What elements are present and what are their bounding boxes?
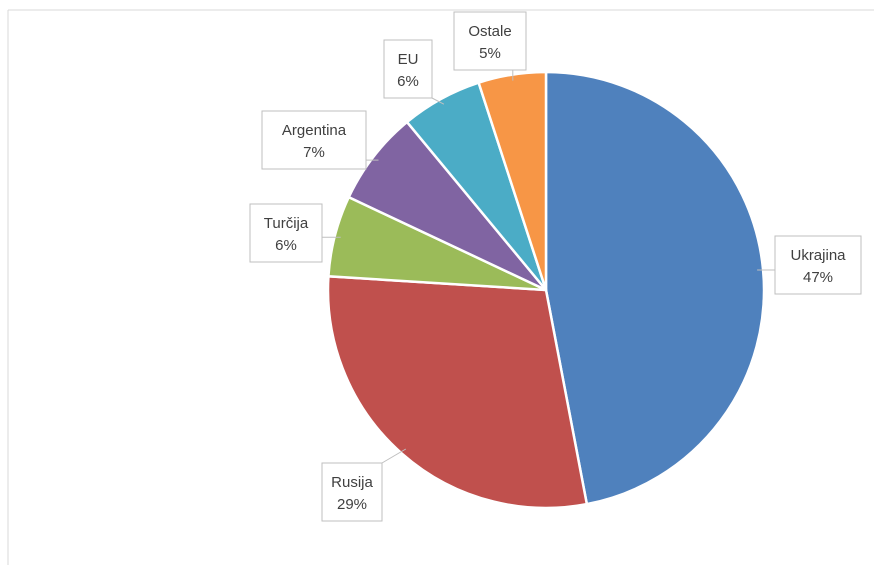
data-labels: Ukrajina 47% Rusija 29% Turčija 6% Argentina 7%… (249, 11, 862, 522)
slice-label: Argentina (282, 122, 347, 139)
callout-box (261, 110, 367, 170)
slice-value: 7% (303, 144, 325, 161)
callout-box (383, 39, 433, 99)
data-label-ostale: Ostale 5% (453, 11, 527, 81)
data-label-argentina: Argentina 7% (261, 110, 379, 170)
data-label-rusija: Rusija 29% (321, 448, 407, 522)
leader-line (381, 448, 407, 464)
slice-value: 6% (275, 237, 297, 254)
pie-slice-ostale (477, 70, 548, 291)
callout-box (774, 235, 862, 295)
slice-label: Ostale (468, 23, 511, 40)
chart-frame (7, 9, 874, 565)
callout-box (321, 462, 383, 522)
slice-label: EU (398, 51, 419, 68)
slice-value: 47% (803, 269, 833, 286)
slice-label: Ukrajina (790, 247, 846, 264)
slice-value: 6% (397, 73, 419, 90)
leader-line (431, 97, 445, 105)
data-label-tur-ija: Turčija 6% (249, 203, 341, 263)
pie-slice-ukrajina (544, 70, 766, 506)
slice-value: 5% (479, 45, 501, 62)
data-label-ukrajina: Ukrajina 47% (757, 235, 862, 295)
data-label-eu: EU 6% (383, 39, 445, 105)
pie-slices (326, 70, 766, 510)
slice-value: 29% (337, 496, 367, 513)
callout-box (249, 203, 323, 263)
callout-box (453, 11, 527, 71)
slice-label: Rusija (331, 474, 373, 491)
pie-slice-rusija (326, 274, 589, 510)
slice-label: Turčija (264, 215, 309, 232)
